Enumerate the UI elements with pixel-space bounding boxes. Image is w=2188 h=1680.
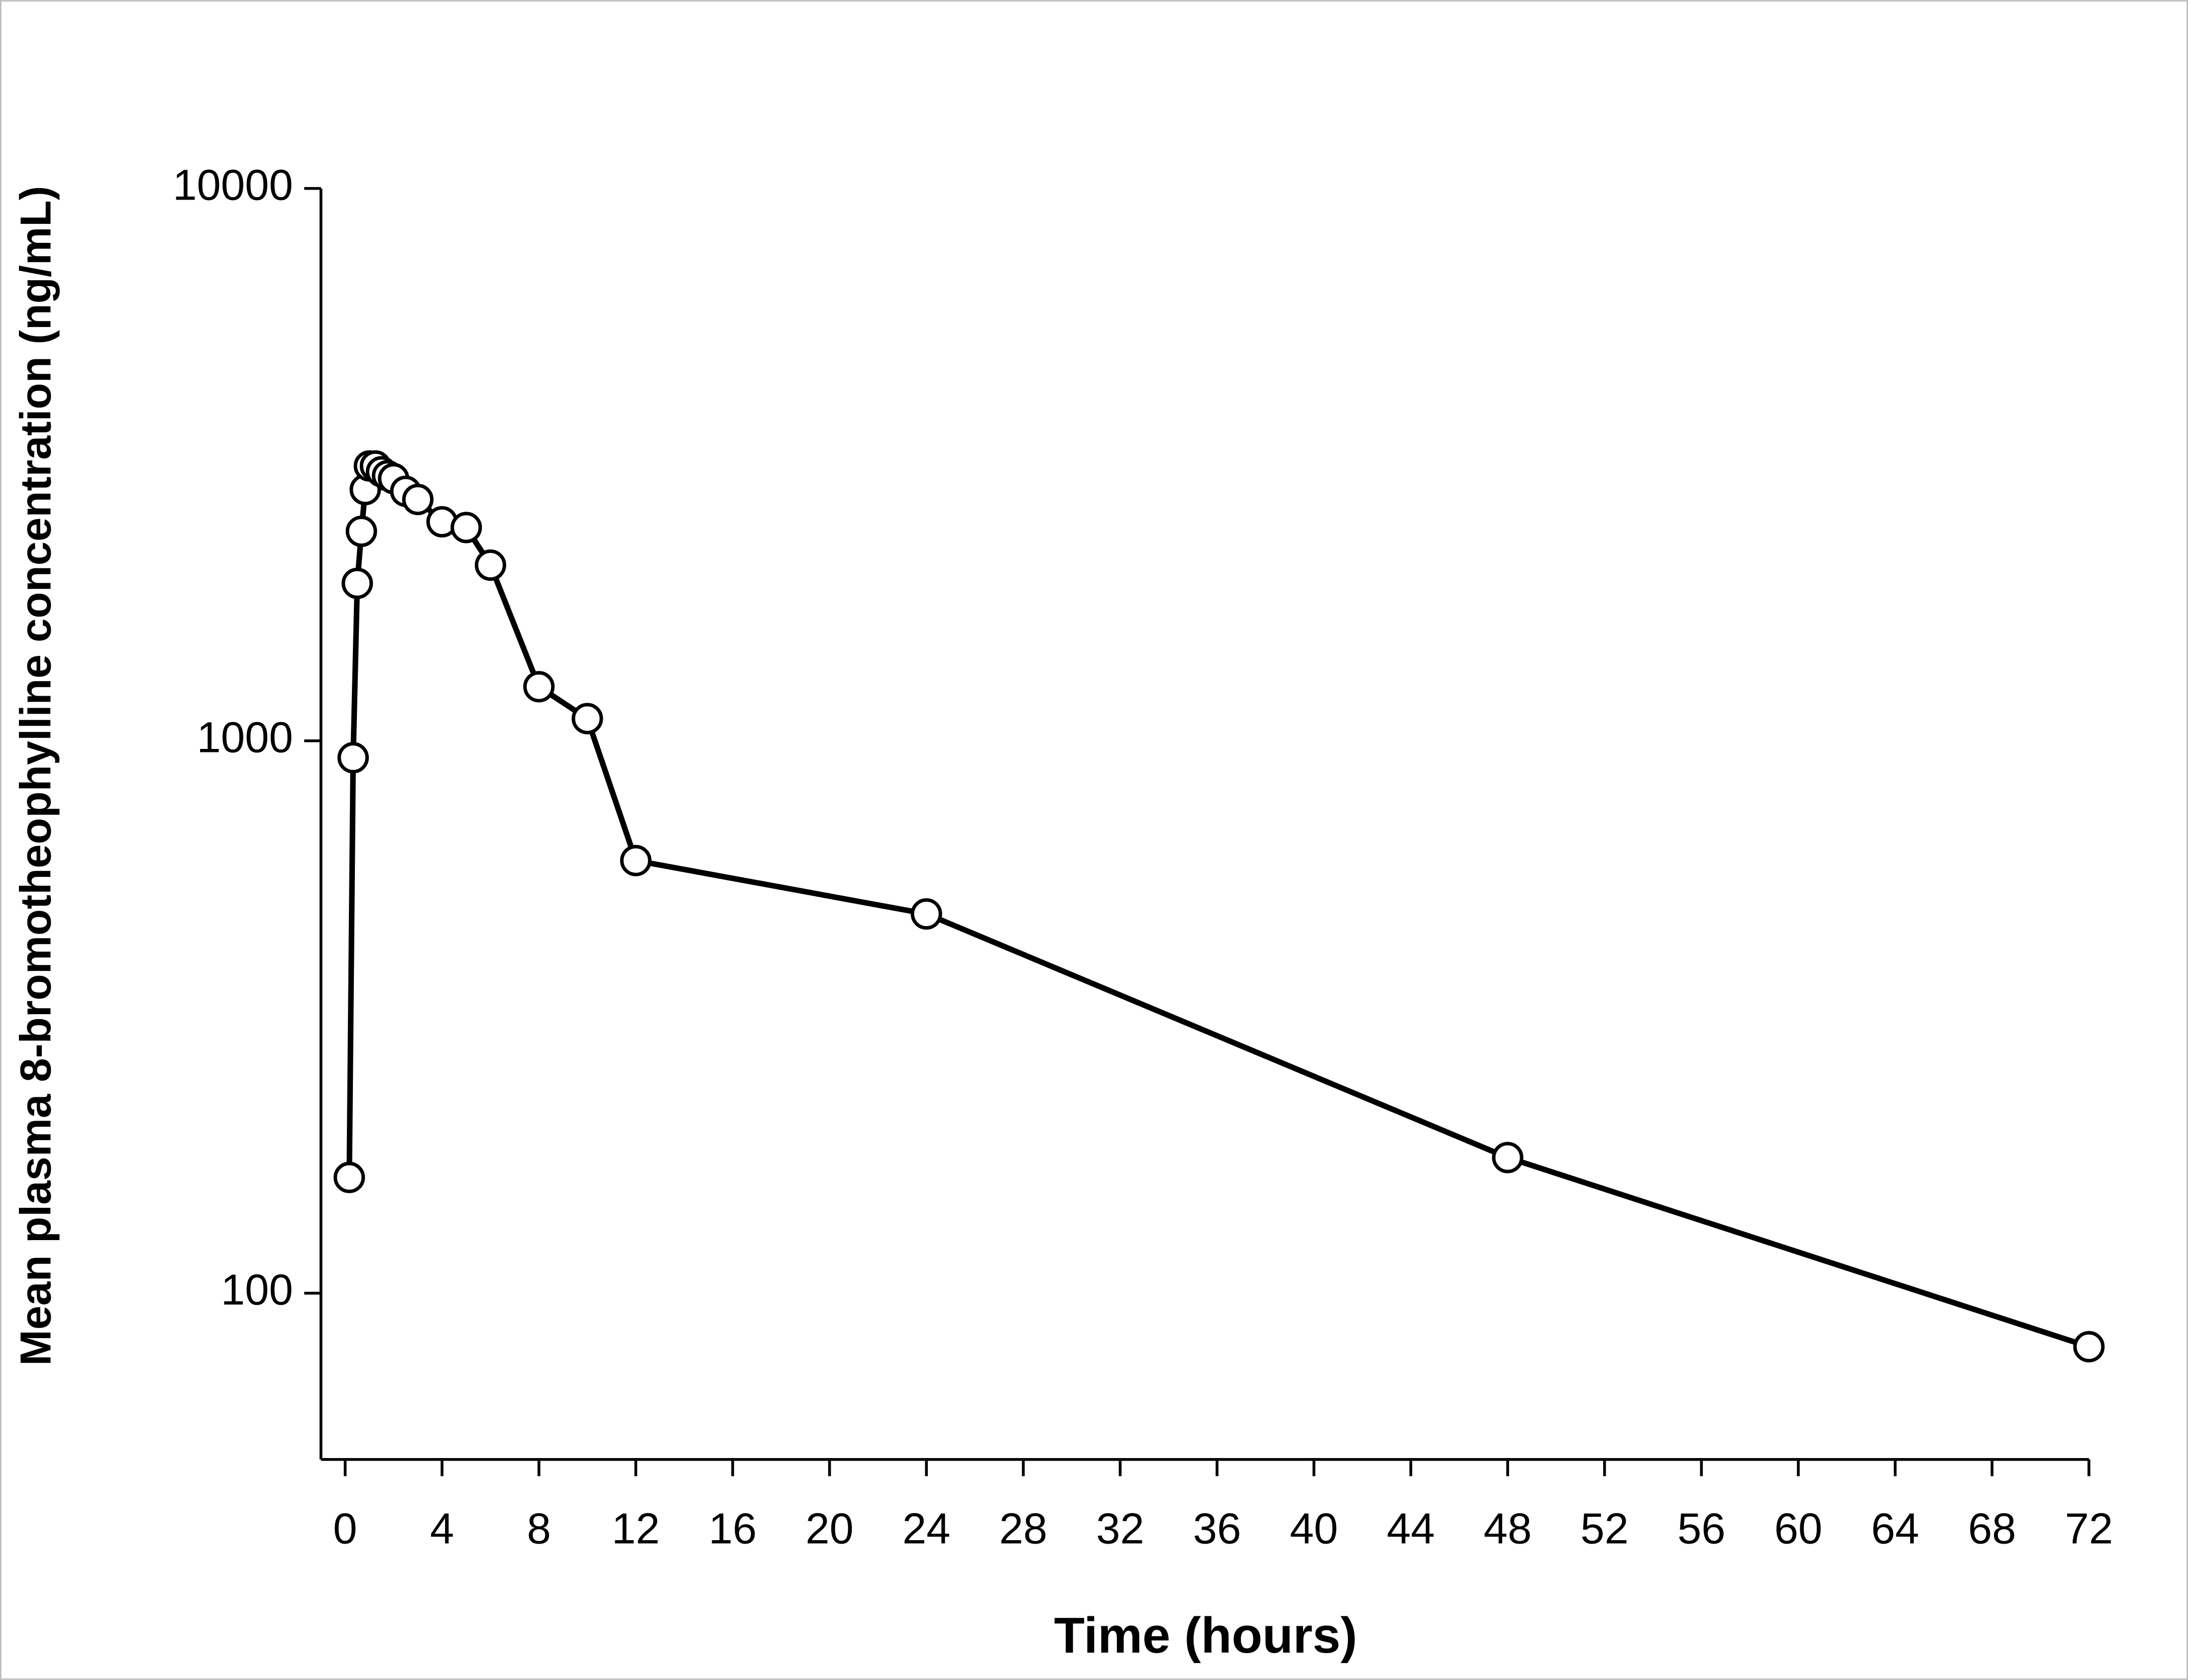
y-tick-label: 1000 xyxy=(197,714,293,762)
data-point xyxy=(474,549,506,581)
data-point xyxy=(337,742,369,774)
x-tick-label: 4 xyxy=(430,1505,454,1553)
y-axis-title: Mean plasma 8-bromotheophylline concentr… xyxy=(11,186,60,1366)
data-point xyxy=(523,671,555,703)
data-point xyxy=(345,516,377,547)
data-point xyxy=(402,484,434,516)
x-tick-label: 48 xyxy=(1484,1505,1532,1553)
y-tick-label: 100 xyxy=(221,1266,293,1314)
x-tick-label: 20 xyxy=(805,1505,854,1553)
x-tick-label: 68 xyxy=(1968,1505,2016,1553)
x-tick-label: 32 xyxy=(1096,1505,1144,1553)
data-point xyxy=(341,567,373,599)
x-tick-label: 60 xyxy=(1774,1505,1823,1553)
data-point xyxy=(910,898,942,930)
x-tick-label: 44 xyxy=(1387,1505,1435,1553)
x-tick-label: 16 xyxy=(709,1505,757,1553)
x-tick-label: 8 xyxy=(527,1505,551,1553)
data-point xyxy=(571,703,603,735)
x-tick-label: 28 xyxy=(999,1505,1048,1553)
x-tick-label: 40 xyxy=(1290,1505,1338,1553)
data-point xyxy=(620,844,652,876)
data-point xyxy=(333,1161,365,1193)
x-tick-label: 64 xyxy=(1871,1505,1919,1553)
x-tick-label: 56 xyxy=(1677,1505,1726,1553)
x-tick-label: 24 xyxy=(902,1505,951,1553)
y-tick-label: 10000 xyxy=(173,161,293,210)
x-axis-title: Time (hours) xyxy=(1054,1608,1357,1664)
x-tick-label: 52 xyxy=(1580,1505,1629,1553)
x-tick-label: 72 xyxy=(2065,1505,2113,1553)
x-tick-label: 0 xyxy=(333,1505,357,1553)
x-tick-label: 12 xyxy=(612,1505,660,1553)
data-point xyxy=(1492,1142,1524,1173)
data-point xyxy=(450,512,482,543)
x-tick-label: 36 xyxy=(1193,1505,1241,1553)
data-point xyxy=(2073,1331,2105,1363)
